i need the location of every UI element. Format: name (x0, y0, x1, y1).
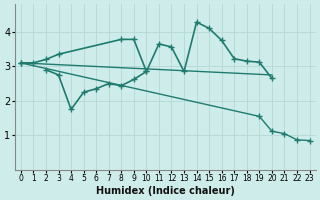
X-axis label: Humidex (Indice chaleur): Humidex (Indice chaleur) (96, 186, 235, 196)
